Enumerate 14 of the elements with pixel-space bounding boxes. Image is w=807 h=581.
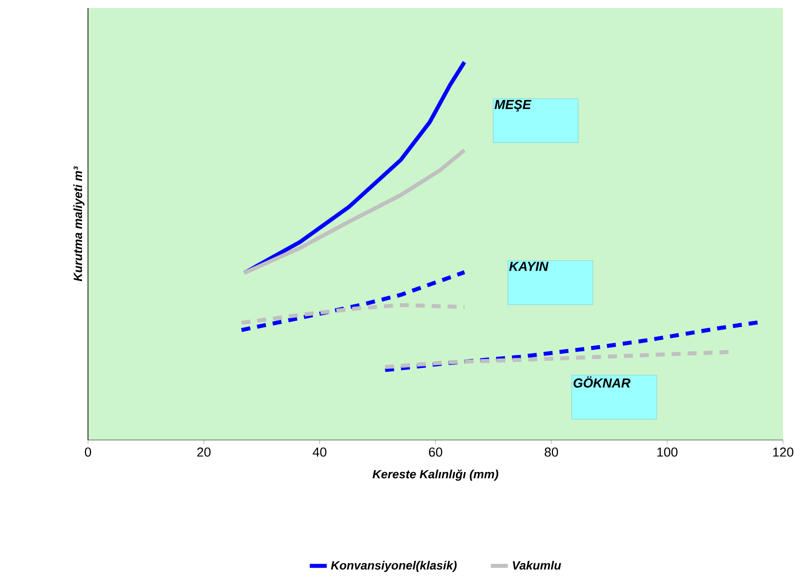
annotation: GÖKNAR bbox=[574, 376, 630, 388]
x-axis-title: Kereste Kalınlığı (mm) bbox=[372, 469, 498, 481]
x-tick-label: 20 bbox=[197, 448, 211, 457]
x-tick-label: 100 bbox=[657, 448, 678, 457]
legend-label: Konvansiyonel(klasik) bbox=[330, 560, 457, 572]
x-tick-label: 80 bbox=[544, 448, 558, 457]
legend-label: Vakumlu bbox=[512, 560, 562, 570]
x-tick-label: 120 bbox=[773, 448, 794, 457]
annotation: KAYIN bbox=[509, 262, 549, 271]
x-tick-label: 60 bbox=[428, 448, 442, 457]
y-axis-title: Kurutma maliyeti m³ bbox=[73, 166, 84, 282]
annotation: MEŞE bbox=[494, 100, 532, 112]
x-tick-label: 0 bbox=[84, 448, 92, 457]
x-tick-label: 40 bbox=[312, 448, 326, 457]
